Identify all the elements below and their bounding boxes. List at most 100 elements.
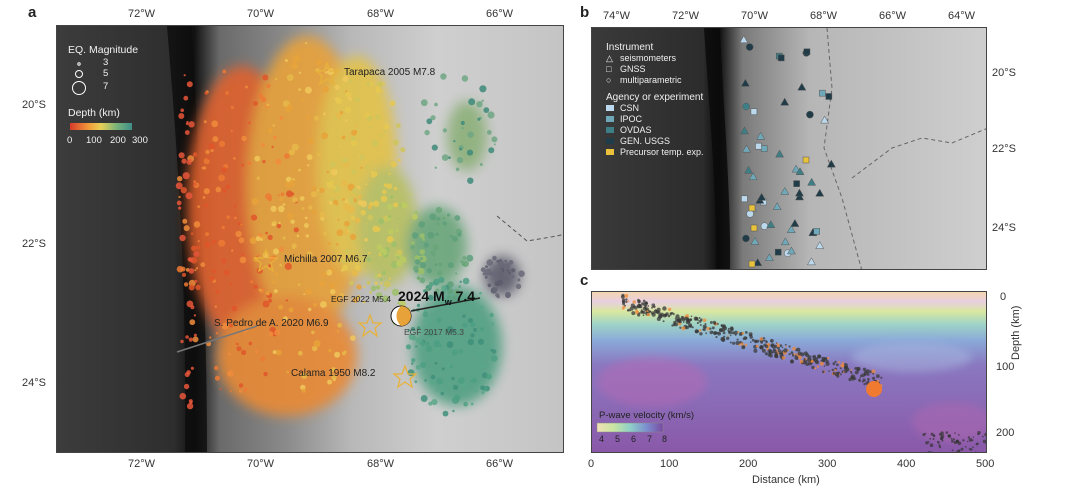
seismicity-dot [382,270,387,275]
depth-tick-200: 200 [110,135,126,146]
seismicity-dot [284,59,288,62]
hypocenter-dot [740,342,744,346]
seismicity-dot [474,389,478,393]
seismicity-dot [317,152,322,157]
seismicity-dot [188,268,195,274]
seismicity-dot [211,269,216,274]
seismicity-dot [366,82,371,86]
hypocenter-dot [968,438,973,442]
seismicity-dot [407,329,410,332]
seismicity-dot [195,284,201,290]
seismicity-dot [193,314,197,317]
seismicity-dot [441,154,449,161]
seismicity-dot [389,100,396,107]
hypocenter-dot [646,310,649,313]
hypocenter-dot [762,337,766,340]
seismicity-dot [435,206,443,214]
hypocenter-dot [930,432,934,436]
hypocenter-dot [742,337,745,340]
seismicity-dot [488,268,491,271]
seismicity-dot [186,370,191,375]
seismicity-dot [236,346,242,352]
event-label-michilla: Michilla 2007 M6.7 [284,254,368,265]
hypocenter-dot [651,303,656,307]
seismicity-dot [248,121,251,125]
hypocenter-dot [932,434,936,438]
seismicity-dot [486,371,490,375]
seismicity-dot [489,312,494,318]
hypocenter-dot [783,348,788,353]
hypocenter-dot [750,341,752,343]
hypocenter-dot [641,302,645,306]
seismicity-dot [178,206,182,210]
hypocenter-dot [945,431,949,434]
seismicity-dot [395,229,399,233]
seismicity-dot [468,318,473,323]
hypocenter-dot [790,351,794,354]
hypocenter-dot [825,361,830,366]
seismicity-dots [175,42,525,417]
seismicity-dot [321,132,328,140]
event-label-pedro: S. Pedro de A. 2020 M6.9 [214,318,329,329]
hypocenter-dot [840,363,845,368]
hypocenter-dot [807,357,812,362]
hypocenter-dot [823,365,826,367]
seismicity-dot [247,161,252,166]
seismicity-dot [176,265,184,273]
seismicity-dot [475,348,483,356]
seismicity-dot [336,196,340,199]
hypocenter-dot [977,431,981,435]
hypocenter-dot [685,320,690,325]
hypocenter-dot [859,374,863,378]
seismicity-dot [328,348,332,353]
hypocenter-dot [729,326,734,330]
seismicity-dot [364,238,368,242]
seismicity-dot [181,158,187,164]
instrument-label: GNSS [620,64,646,74]
hypocenter-dot [958,434,960,436]
seismicity-dot [380,282,383,285]
seismicity-dot [420,262,427,269]
seismicity-dot [216,289,220,294]
seismicity-dot [371,139,379,147]
seismicity-dot [255,350,259,354]
seismicity-dot [483,107,490,113]
seismicity-dot [388,173,391,176]
seismicity-dot [377,273,382,277]
seismicity-dot [502,270,505,273]
seismicity-dot [180,108,184,113]
seismicity-dot [330,198,334,202]
seismicity-dot [214,375,221,381]
panel-c-y-tick: 0 [1000,291,1007,303]
seismicity-dot [442,410,449,417]
hypocenter-dot [922,433,926,437]
seismicity-dot [233,205,237,208]
hypocenter-dot [836,363,839,367]
hypocenter-dot [962,439,965,442]
panel-c-x-tick: 500 [976,458,995,470]
seismicity-dot [467,131,474,138]
seismicity-dot [417,267,425,275]
seismicity-dot [197,240,200,243]
seismicity-dot [436,344,439,347]
seismicity-dot [366,280,371,285]
hypocenter-dot [658,314,662,319]
seismicity-dot [222,69,227,74]
seismicity-dot [411,241,415,245]
border-line [823,28,862,269]
seismicity-dot [342,198,345,201]
seismicity-dot [183,74,186,77]
panel-a-top-tick: 70°W [247,8,275,20]
seismometer-station [826,159,836,168]
seismicity-dot [240,223,243,226]
seismicity-dot [317,189,320,192]
seismicity-dot [296,234,300,238]
seismicity-dot [455,357,460,363]
hypocenter-dot [818,354,821,357]
hypocenter-dot [972,446,974,448]
seismicity-dot [504,259,507,263]
seismicity-dot [382,189,387,195]
seismicity-dot [265,193,272,200]
seismicity-dot [511,275,515,279]
seismicity-dot [184,130,190,135]
